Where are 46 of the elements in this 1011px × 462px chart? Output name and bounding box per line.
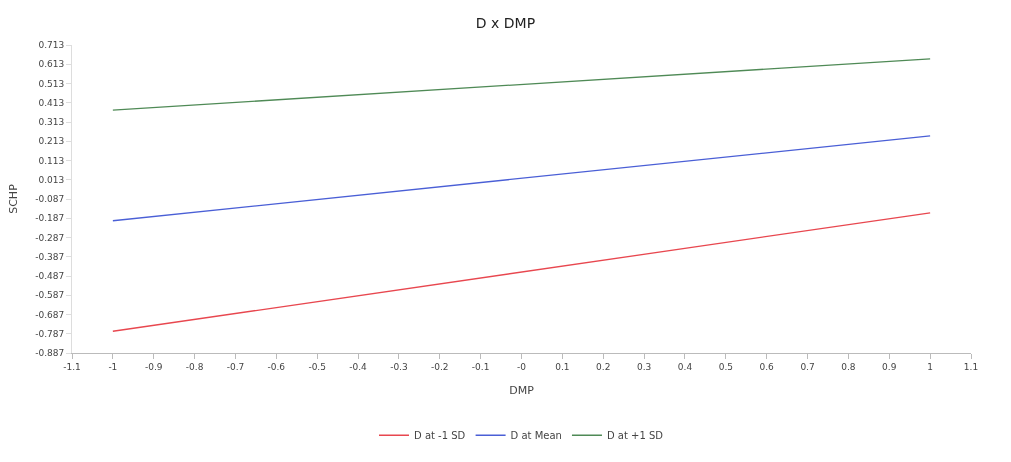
y-tick-label: 0.413 (38, 97, 65, 108)
y-tick-label: 0.713 (38, 40, 65, 51)
x-tick-label: 1 (927, 361, 934, 372)
x-tick-label: 0.4 (677, 361, 693, 372)
y-tick-label: -0.887 (35, 348, 65, 359)
x-tick-label: 0.1 (555, 361, 570, 372)
x-tick-label: -0.3 (390, 361, 408, 372)
x-tick-label: 0.2 (596, 361, 611, 372)
x-tick-label: -0.6 (267, 361, 286, 372)
y-tick-label: -0.187 (35, 213, 65, 224)
y-tick-label: 0.013 (38, 174, 65, 185)
y-tick-label: -0.387 (35, 251, 65, 262)
x-tick-label: 0.7 (800, 361, 815, 372)
x-tick-label: -0.5 (308, 361, 326, 372)
y-tick-label: -0.787 (35, 328, 65, 339)
x-tick-label: 0.9 (882, 361, 897, 372)
legend-label: D at Mean (510, 430, 562, 442)
legend-label: D at +1 SD (606, 430, 664, 442)
x-tick-label: -0.9 (144, 361, 163, 372)
x-tick-label: -0.1 (471, 361, 490, 372)
y-tick-label: 0.113 (38, 155, 65, 166)
y-tick-label: -0.687 (35, 309, 65, 320)
y-tick-label: -0.487 (35, 271, 65, 282)
y-tick-label: 0.513 (38, 78, 65, 89)
legend-label: D at -1 SD (414, 430, 466, 442)
y-tick-label: -0.087 (35, 194, 65, 205)
y-tick-label: 0.313 (38, 117, 65, 128)
x-tick-label: -0.8 (185, 361, 204, 372)
x-tick-label: 0.5 (718, 361, 733, 372)
x-tick-label: -1 (108, 361, 118, 372)
x-tick-label: 0.8 (841, 361, 856, 372)
x-tick-label: 1.1 (963, 361, 979, 372)
x-tick-label: -0.7 (226, 361, 245, 372)
chart-title: D x DMP (475, 15, 536, 32)
y-tick-label: 0.613 (38, 59, 65, 70)
y-axis-title: SCHP (6, 183, 20, 214)
x-tick-label: 0.6 (759, 361, 775, 372)
y-tick-label: 0.213 (38, 136, 65, 147)
y-tick-label: -0.287 (35, 232, 65, 243)
x-tick-label: -0.2 (430, 361, 449, 372)
x-axis-title: DMP (509, 384, 535, 397)
y-tick-label: -0.587 (35, 290, 65, 301)
x-tick-label: -1.1 (63, 361, 81, 372)
x-tick-label: -0 (517, 361, 527, 372)
x-tick-label: -0.4 (349, 361, 368, 372)
x-tick-label: 0.3 (636, 361, 652, 372)
